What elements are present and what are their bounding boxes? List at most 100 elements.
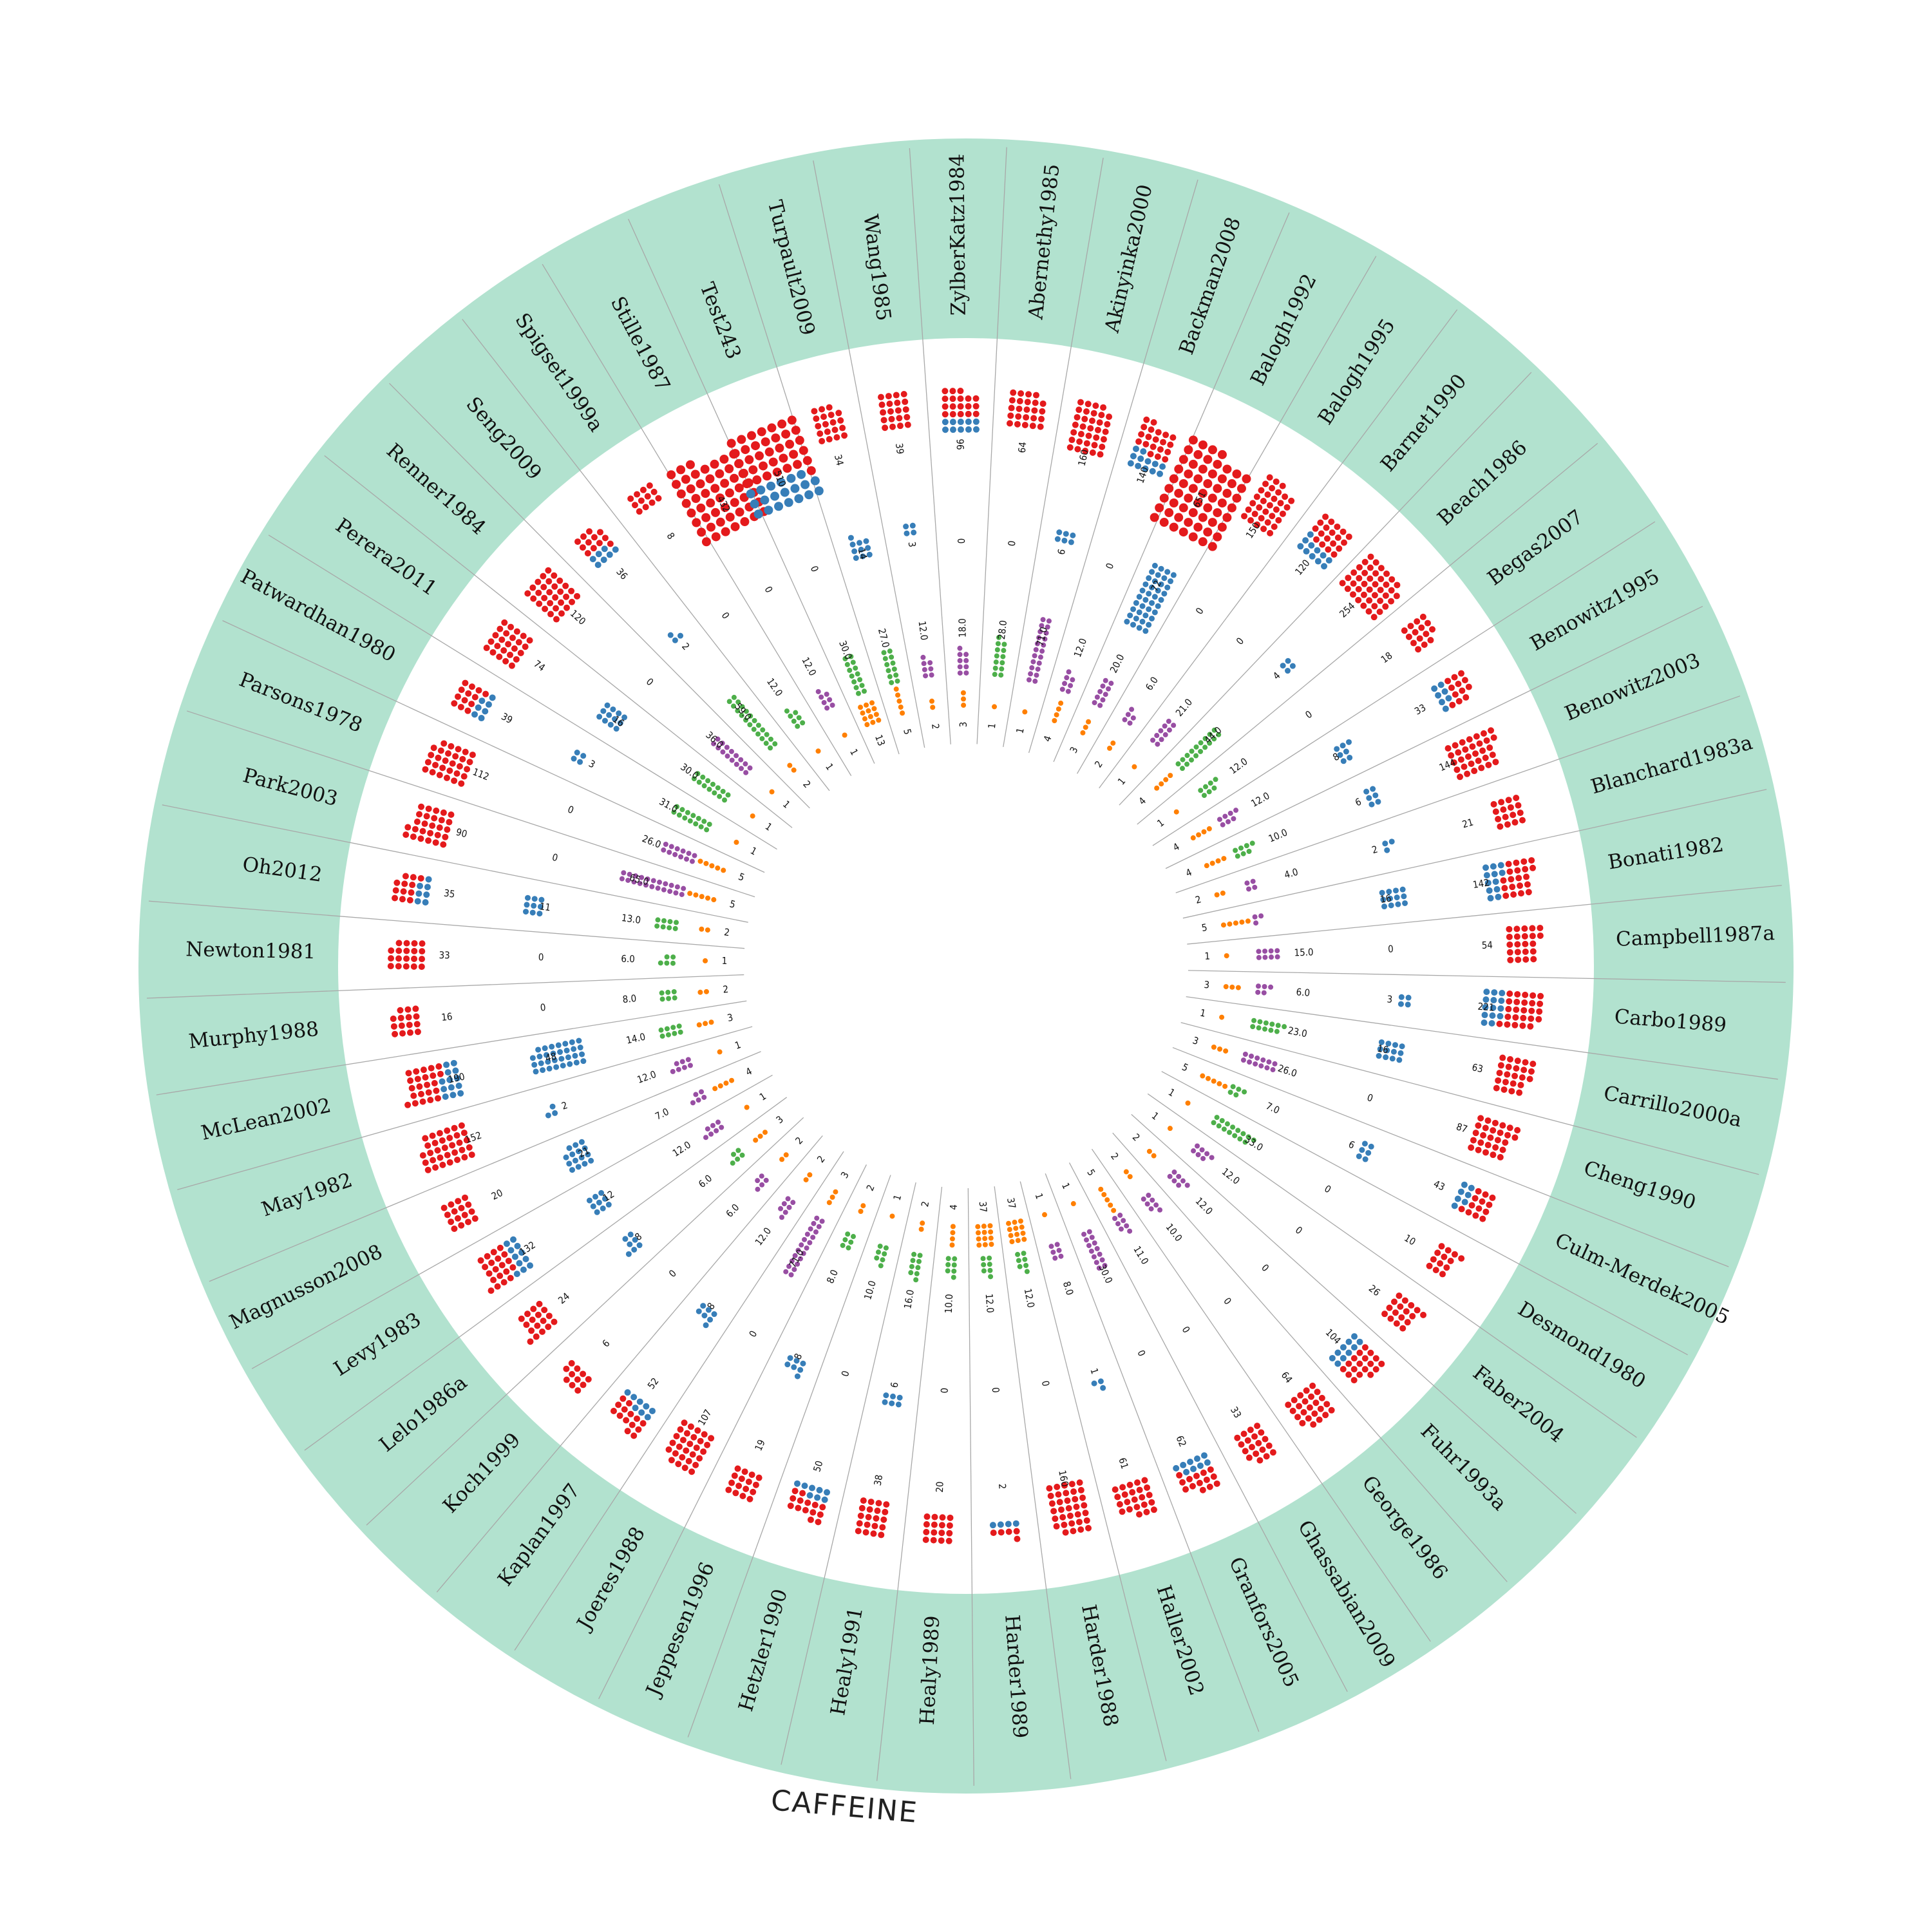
outcome-dot: [1514, 1057, 1521, 1065]
value-dot: [677, 1029, 683, 1035]
outcome-dot: [748, 1471, 755, 1478]
outcome-dot: [710, 459, 719, 469]
blue-dot: [707, 1316, 714, 1323]
outcome-dot: [1155, 503, 1164, 513]
outcome-dot: [1403, 1308, 1410, 1315]
outcome-dot: [1455, 697, 1463, 705]
value-dot: [1217, 817, 1222, 822]
value-dot: [735, 1156, 741, 1162]
outcome-dot: [1334, 1360, 1341, 1367]
inner-count-label: 37: [1005, 1197, 1018, 1209]
outcome-dot: [1412, 629, 1419, 636]
outcome-dot: [429, 769, 436, 776]
outcome-dot: [1170, 434, 1177, 441]
outcome-dot: [1297, 543, 1304, 550]
sector-divider: [1131, 1113, 1577, 1514]
outcome-dot: [1495, 1077, 1502, 1084]
outcome-dot: [1399, 1325, 1406, 1332]
outcome-dot: [1157, 446, 1164, 453]
outcome-dot: [694, 1427, 701, 1434]
value-dot: [1176, 1173, 1182, 1179]
outcome-dot: [417, 835, 424, 842]
value-dot: [1001, 648, 1007, 654]
blue-dot: [605, 1202, 612, 1208]
outcome-dot: [810, 1509, 817, 1516]
value-dot: [650, 878, 656, 884]
value-dot: [1000, 654, 1006, 659]
blue-dot: [1398, 994, 1405, 1000]
outcome-dot: [1468, 1202, 1475, 1209]
outcome-dot: [643, 1403, 650, 1410]
outcome-dot: [700, 464, 710, 474]
sector-divider: [251, 1074, 773, 1369]
outcome-dot: [1279, 510, 1286, 517]
sector-divider: [389, 383, 810, 809]
blue-dot: [585, 1151, 591, 1158]
blue-dot: [1054, 536, 1061, 542]
value-dot: [711, 741, 717, 746]
outcome-dot: [591, 534, 598, 541]
blue-dot: [1340, 743, 1346, 749]
outcome-dot: [1208, 469, 1217, 478]
outcome-dot: [1459, 739, 1466, 746]
outcome-dot: [1258, 487, 1265, 494]
outcome-dot: [492, 632, 499, 639]
blue-dot: [1345, 739, 1352, 745]
outcome-dot: [1256, 1457, 1264, 1464]
outcome-dot: [436, 824, 443, 831]
outcome-dot: [557, 588, 564, 595]
outcome-dot: [503, 630, 510, 637]
outcome-dot: [1136, 1486, 1143, 1493]
outcome-dot: [706, 498, 715, 508]
value-dot: [993, 659, 999, 665]
outcome-dot: [942, 403, 949, 410]
value-dot: [916, 1258, 922, 1264]
outcome-dot: [696, 1455, 703, 1462]
outcome-dot: [419, 828, 426, 835]
outcome-dot: [1088, 417, 1095, 424]
outcome-dot: [1490, 1127, 1497, 1134]
value-dot: [988, 1274, 994, 1280]
outcome-dot: [395, 963, 402, 970]
outcome-dot: [1269, 513, 1276, 520]
outcome-dot: [957, 411, 964, 418]
blue-dot: [1381, 904, 1388, 910]
outcome-dot: [558, 599, 565, 606]
outcome-dot: [1056, 1499, 1063, 1506]
outcome-dot: [1306, 1404, 1313, 1411]
outcome-dot: [1038, 415, 1045, 422]
outcome-dot: [388, 955, 395, 962]
outcome-dot: [535, 1311, 542, 1318]
outcome-dot: [756, 485, 766, 495]
value-dot: [1059, 687, 1065, 692]
outcome-dot: [465, 690, 472, 697]
outcome-dot: [1119, 1484, 1126, 1491]
outcome-dot: [1182, 1486, 1189, 1493]
outcome-dot: [896, 422, 904, 430]
outcome-dot: [828, 412, 835, 419]
outcome-dot: [585, 539, 592, 546]
outcome-dot: [1481, 1012, 1488, 1019]
orange-dot: [976, 1242, 982, 1248]
outcome-dot: [494, 643, 501, 650]
outcome-dot: [815, 1519, 822, 1526]
outcome-dot: [547, 600, 554, 607]
outcome-dot: [1432, 1267, 1439, 1274]
value-dot: [957, 670, 963, 676]
orange-dot: [703, 989, 709, 994]
blue-dot: [606, 712, 612, 718]
value-dot: [1066, 669, 1072, 675]
value-dot: [911, 1251, 917, 1257]
outcome-dot: [1081, 415, 1088, 422]
value-dot: [1050, 1249, 1056, 1255]
outcome-dot: [874, 1507, 881, 1514]
value-dot: [1261, 990, 1267, 996]
sector-divider: [1147, 1093, 1637, 1438]
outcome-dot: [1016, 405, 1023, 412]
orange-dot: [1235, 985, 1241, 990]
outcome-dot: [1511, 1072, 1519, 1079]
value-dot: [696, 779, 702, 785]
outcome-dot: [1145, 433, 1152, 440]
outcome-dot: [1065, 1504, 1072, 1511]
outcome-dot: [946, 1522, 953, 1529]
